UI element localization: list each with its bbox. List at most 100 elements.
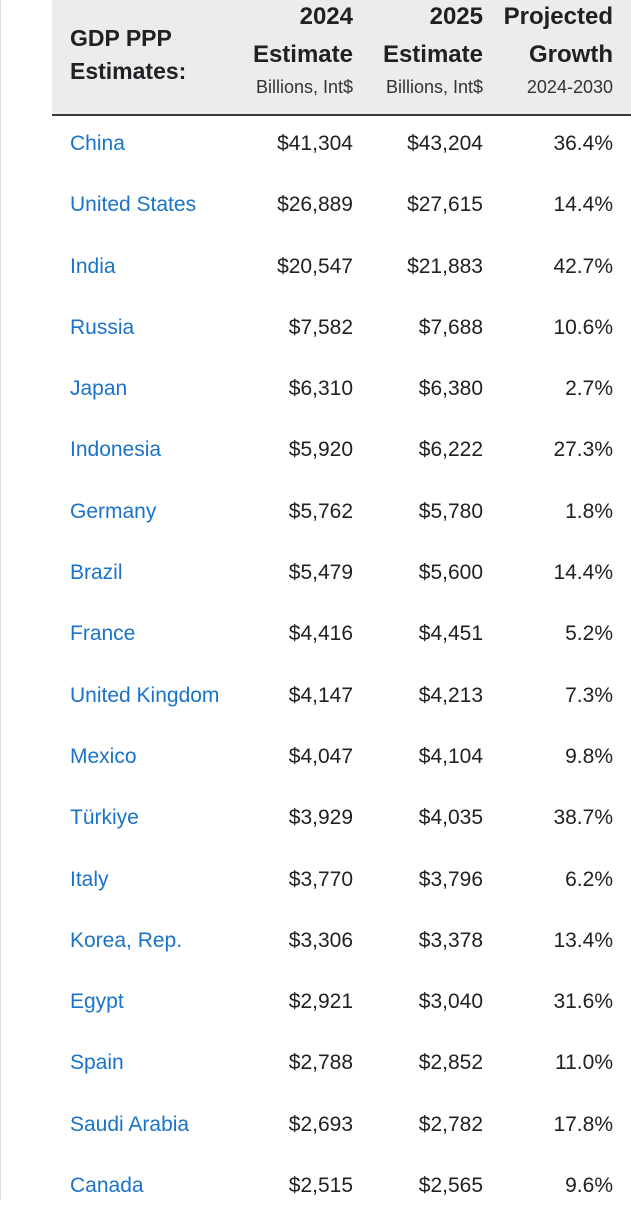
gdp-2025-value: $4,213 <box>418 683 483 707</box>
projected-growth-value: 13.4% <box>553 928 613 952</box>
page-left-rule <box>0 0 1 1200</box>
country-link[interactable]: Indonesia <box>70 438 162 462</box>
column-header-growth-period: 2024-2030 <box>526 77 613 97</box>
projected-growth-value: 17.8% <box>553 1112 613 1136</box>
projected-growth-value: 31.6% <box>553 990 613 1014</box>
table-row: Mexico $4,047 $4,104 9.8% <box>52 727 631 788</box>
country-link[interactable]: Saudi Arabia <box>70 1112 190 1136</box>
gdp-2025-value: $3,378 <box>418 928 483 952</box>
country-link[interactable]: United Kingdom <box>70 683 220 707</box>
column-header-2025-label: Estimate <box>382 41 483 68</box>
gdp-2024-value: $3,929 <box>288 806 353 830</box>
projected-growth-value: 42.7% <box>553 254 613 278</box>
gdp-2025-value: $3,040 <box>418 990 483 1014</box>
column-header-2025-estimate[interactable]: 2025 Estimate Billions, Int$ <box>383 0 483 98</box>
gdp-2024-value: $2,788 <box>288 1051 353 1075</box>
projected-growth-value: 27.3% <box>553 438 613 462</box>
column-header-2024-estimate[interactable]: 2024 Estimate Billions, Int$ <box>253 0 353 98</box>
projected-growth-value: 7.3% <box>565 683 613 707</box>
gdp-2024-value: $2,921 <box>288 990 353 1014</box>
projected-growth-value: 5.2% <box>565 622 613 646</box>
gdp-2024-value: $20,547 <box>277 254 353 278</box>
country-link[interactable]: India <box>70 254 116 278</box>
table-row: Spain $2,788 $2,852 11.0% <box>52 1033 631 1094</box>
country-link[interactable]: United States <box>70 193 197 217</box>
table-row: Korea, Rep. $3,306 $3,378 13.4% <box>52 911 631 972</box>
table-row: Egypt $2,921 $3,040 31.6% <box>52 972 631 1033</box>
gdp-2025-value: $7,688 <box>418 315 483 339</box>
gdp-2024-value: $3,306 <box>288 928 353 952</box>
column-header-2025-year: 2025 <box>429 3 483 30</box>
gdp-2025-value: $2,852 <box>418 1051 483 1075</box>
gdp-2024-value: $2,515 <box>288 1174 353 1198</box>
table-header: GDP PPP Estimates: 2024 Estimate Billion… <box>52 0 631 116</box>
gdp-2025-value: $4,451 <box>418 622 483 646</box>
gdp-2025-value: $27,615 <box>407 193 483 217</box>
table-row: Indonesia $5,920 $6,222 27.3% <box>52 420 631 481</box>
gdp-2025-value: $2,782 <box>418 1112 483 1136</box>
table-row: Brazil $5,479 $5,600 14.4% <box>52 543 631 604</box>
table-row: Japan $6,310 $6,380 2.7% <box>52 359 631 420</box>
gdp-2025-value: $4,104 <box>418 744 483 768</box>
gdp-2024-value: $3,770 <box>288 867 353 891</box>
column-header-growth-line1: Projected <box>503 3 613 30</box>
table-row: United States $26,889 $27,615 14.4% <box>52 175 631 236</box>
country-link[interactable]: Mexico <box>70 744 137 768</box>
projected-growth-value: 9.8% <box>565 744 613 768</box>
country-link[interactable]: France <box>70 622 136 646</box>
projected-growth-value: 6.2% <box>565 867 613 891</box>
column-header-2024-label: Estimate <box>252 41 353 68</box>
country-link[interactable]: Italy <box>70 867 109 891</box>
country-link[interactable]: Japan <box>70 377 128 401</box>
gdp-2025-value: $5,600 <box>418 561 483 585</box>
table-row: United Kingdom $4,147 $4,213 7.3% <box>52 666 631 727</box>
gdp-2024-value: $6,310 <box>288 377 353 401</box>
projected-growth-value: 14.4% <box>553 193 613 217</box>
projected-growth-value: 36.4% <box>553 132 613 155</box>
gdp-2024-value: $4,147 <box>288 683 353 707</box>
country-link[interactable]: Brazil <box>70 561 123 585</box>
country-link[interactable]: Germany <box>70 499 157 523</box>
gdp-2024-value: $4,416 <box>288 622 353 646</box>
table-row: China $41,304 $43,204 36.4% <box>52 114 631 175</box>
gdp-2025-value: $5,780 <box>418 499 483 523</box>
column-header-growth-line2: Growth <box>529 41 613 68</box>
table-body: China $41,304 $43,204 36.4% United States $26… <box>52 114 631 1217</box>
projected-growth-value: 10.6% <box>553 315 613 339</box>
gdp-2024-value: $4,047 <box>288 744 353 768</box>
country-link[interactable]: Russia <box>70 315 135 339</box>
gdp-2025-value: $2,565 <box>418 1174 483 1198</box>
country-link[interactable]: Egypt <box>70 990 124 1014</box>
gdp-2024-value: $7,582 <box>288 315 353 339</box>
gdp-2025-value: $6,222 <box>418 438 483 462</box>
country-link[interactable]: Canada <box>70 1174 144 1198</box>
gdp-2024-value: $5,479 <box>288 561 353 585</box>
country-link[interactable]: Spain <box>70 1051 124 1075</box>
projected-growth-value: 9.6% <box>565 1174 613 1198</box>
gdp-2025-value: $4,035 <box>418 806 483 830</box>
country-link[interactable]: Korea, Rep. <box>70 928 183 952</box>
gdp-2025-value: $43,204 <box>407 132 483 155</box>
country-link[interactable]: Türkiye <box>70 806 139 830</box>
table-row: India $20,547 $21,883 42.7% <box>52 237 631 298</box>
projected-growth-value: 38.7% <box>553 806 613 830</box>
table-row: Germany $5,762 $5,780 1.8% <box>52 482 631 543</box>
projected-growth-value: 14.4% <box>553 561 613 585</box>
table-row: Italy $3,770 $3,796 6.2% <box>52 850 631 911</box>
table-title: GDP PPP Estimates: <box>70 25 187 84</box>
table-row: Russia $7,582 $7,688 10.6% <box>52 298 631 359</box>
gdp-2024-value: $41,304 <box>277 132 353 155</box>
column-header-2024-year: 2024 <box>299 3 353 30</box>
projected-growth-value: 2.7% <box>565 377 613 401</box>
table-row: Canada $2,515 $2,565 9.6% <box>52 1156 631 1217</box>
column-header-projected-growth[interactable]: Projected Growth 2024-2030 <box>504 0 613 98</box>
column-header-2025-units: Billions, Int$ <box>385 77 483 97</box>
gdp-2024-value: $5,762 <box>288 499 353 523</box>
gdp-2025-value: $21,883 <box>407 254 483 278</box>
country-link[interactable]: China <box>70 132 125 155</box>
gdp-2024-value: $2,693 <box>288 1112 353 1136</box>
gdp-2024-value: $26,889 <box>277 193 353 217</box>
gdp-2024-value: $5,920 <box>288 438 353 462</box>
gdp-2025-value: $3,796 <box>418 867 483 891</box>
table-row: Saudi Arabia $2,693 $2,782 17.8% <box>52 1095 631 1156</box>
